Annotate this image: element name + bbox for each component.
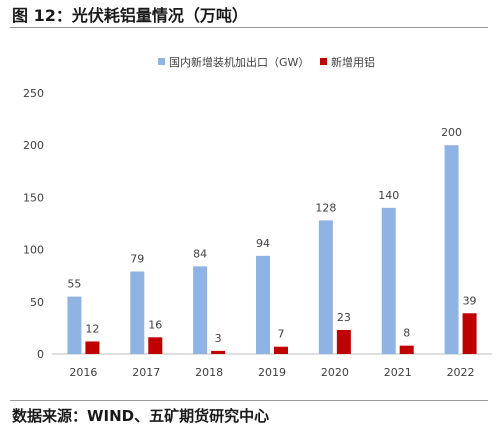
- bar-capacity: [256, 255, 270, 354]
- x-tick-label: 2021: [384, 366, 412, 379]
- data-label: 8: [403, 327, 410, 340]
- y-tick-label: 0: [37, 348, 44, 361]
- bar-aluminum: [211, 350, 226, 354]
- legend-swatch: [320, 58, 327, 65]
- data-label: 140: [378, 189, 399, 202]
- figure-title: 图 12：光伏耗铝量情况（万吨）: [12, 6, 248, 25]
- bar-aluminum: [399, 345, 414, 354]
- data-label: 12: [85, 322, 99, 335]
- data-label: 94: [256, 237, 270, 250]
- bar-aluminum: [274, 346, 288, 354]
- data-label: 128: [315, 201, 336, 214]
- data-label: 23: [337, 311, 351, 324]
- data-label: 39: [463, 294, 477, 307]
- bar-aluminum: [85, 341, 100, 354]
- x-tick-label: 2016: [69, 366, 97, 379]
- data-label: 79: [130, 253, 144, 266]
- data-label: 7: [278, 328, 285, 341]
- top-rule: [10, 27, 488, 28]
- x-tick-label: 2022: [447, 366, 475, 379]
- x-tick-label: 2019: [258, 366, 286, 379]
- source-note: 数据来源：WIND、五矿期货研究中心: [12, 407, 270, 425]
- bar-capacity: [444, 145, 459, 354]
- bar-capacity: [193, 266, 208, 354]
- bar-aluminum: [336, 329, 351, 354]
- bar-capacity: [381, 207, 396, 354]
- bottom-rule: [10, 400, 488, 401]
- y-tick-label: 150: [23, 191, 44, 204]
- bar-aluminum: [148, 337, 163, 354]
- bar-aluminum: [462, 313, 477, 354]
- legend-swatch: [158, 58, 165, 65]
- x-tick-label: 2020: [321, 366, 349, 379]
- data-label: 200: [441, 126, 462, 139]
- bar-capacity: [130, 271, 145, 354]
- y-tick-label: 100: [23, 244, 44, 257]
- data-label: 55: [67, 278, 81, 291]
- bar-capacity: [318, 220, 333, 354]
- y-tick-label: 200: [23, 139, 44, 152]
- y-tick-label: 250: [23, 87, 44, 100]
- x-tick-label: 2018: [195, 366, 223, 379]
- legend-label: 国内新增装机加出口（GW）: [169, 55, 309, 69]
- data-label: 84: [193, 247, 207, 260]
- data-label: 16: [148, 318, 162, 331]
- y-tick-label: 50: [30, 296, 44, 309]
- bar-capacity: [67, 296, 82, 354]
- data-label: 3: [215, 332, 222, 345]
- legend-label: 新增用铝: [331, 55, 375, 69]
- x-tick-label: 2017: [132, 366, 160, 379]
